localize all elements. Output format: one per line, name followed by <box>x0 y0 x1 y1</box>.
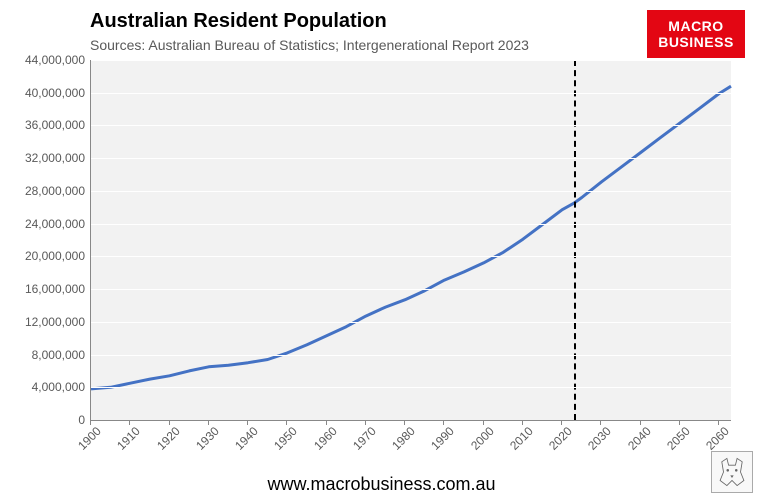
macrobusiness-logo: MACRO BUSINESS <box>647 10 745 58</box>
grid-line <box>91 256 731 257</box>
logo-line1: MACRO <box>668 18 723 34</box>
x-tick <box>483 420 484 425</box>
x-tick <box>247 420 248 425</box>
plot-area <box>90 60 731 421</box>
grid-line <box>91 191 731 192</box>
y-axis-label: 40,000,000 <box>5 86 85 100</box>
chart-title: Australian Resident Population <box>90 10 387 33</box>
x-tick <box>169 420 170 425</box>
source-url: www.macrobusiness.com.au <box>0 474 763 495</box>
x-tick <box>286 420 287 425</box>
x-tick <box>600 420 601 425</box>
x-tick <box>561 420 562 425</box>
y-axis-label: 8,000,000 <box>5 348 85 362</box>
x-axis-label: 1930 <box>193 424 222 453</box>
x-tick <box>522 420 523 425</box>
x-axis-label: 1910 <box>114 424 143 453</box>
y-axis-label: 20,000,000 <box>5 249 85 263</box>
x-tick <box>443 420 444 425</box>
x-tick <box>129 420 130 425</box>
y-axis-label: 28,000,000 <box>5 184 85 198</box>
grid-line <box>91 387 731 388</box>
x-axis-label: 1960 <box>311 424 340 453</box>
x-tick <box>718 420 719 425</box>
x-axis-label: 2010 <box>507 424 536 453</box>
grid-line <box>91 289 731 290</box>
logo-line2: BUSINESS <box>658 34 734 50</box>
grid-line <box>91 158 731 159</box>
y-axis-label: 0 <box>5 413 85 427</box>
wolf-icon <box>711 451 753 493</box>
y-axis-label: 4,000,000 <box>5 380 85 394</box>
x-axis-label: 1970 <box>350 424 379 453</box>
chart-container: Australian Resident Population Sources: … <box>0 0 763 501</box>
x-tick <box>326 420 327 425</box>
forecast-divider-line <box>574 60 576 420</box>
x-axis-label: 2030 <box>586 424 615 453</box>
grid-line <box>91 93 731 94</box>
x-axis-label: 1950 <box>271 424 300 453</box>
x-axis-label: 1990 <box>428 424 457 453</box>
y-axis-label: 44,000,000 <box>5 53 85 67</box>
x-tick <box>404 420 405 425</box>
x-axis-label: 2020 <box>546 424 575 453</box>
y-axis-label: 24,000,000 <box>5 217 85 231</box>
x-axis-label: 2040 <box>625 424 654 453</box>
x-tick <box>90 420 91 425</box>
x-axis-label: 1920 <box>154 424 183 453</box>
x-tick <box>679 420 680 425</box>
y-axis-label: 32,000,000 <box>5 151 85 165</box>
grid-line <box>91 322 731 323</box>
grid-line <box>91 125 731 126</box>
y-axis-label: 36,000,000 <box>5 118 85 132</box>
x-tick <box>365 420 366 425</box>
y-axis-label: 16,000,000 <box>5 282 85 296</box>
x-tick <box>640 420 641 425</box>
y-axis-label: 12,000,000 <box>5 315 85 329</box>
x-axis-label: 1900 <box>75 424 104 453</box>
x-axis-label: 1940 <box>232 424 261 453</box>
grid-line <box>91 60 731 61</box>
chart-subtitle: Sources: Australian Bureau of Statistics… <box>90 37 529 53</box>
x-axis-label: 1980 <box>389 424 418 453</box>
x-axis-label: 2050 <box>664 424 693 453</box>
line-chart-svg <box>91 60 731 420</box>
x-axis-label: 2060 <box>703 424 732 453</box>
grid-line <box>91 224 731 225</box>
population-line <box>91 86 731 389</box>
grid-line <box>91 355 731 356</box>
x-tick <box>208 420 209 425</box>
x-axis-label: 2000 <box>468 424 497 453</box>
